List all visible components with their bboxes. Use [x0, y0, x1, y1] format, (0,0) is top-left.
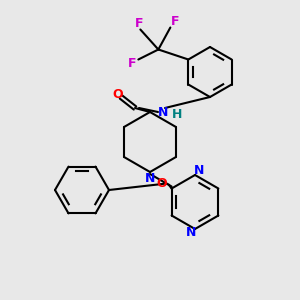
Text: N: N	[194, 164, 204, 178]
Text: N: N	[186, 226, 196, 239]
Text: N: N	[145, 172, 155, 185]
Text: O: O	[113, 88, 123, 100]
Text: F: F	[128, 57, 136, 70]
Text: F: F	[135, 17, 144, 30]
Text: O: O	[156, 177, 167, 190]
Text: H: H	[172, 107, 182, 121]
Text: N: N	[158, 106, 168, 118]
Text: F: F	[171, 15, 180, 28]
